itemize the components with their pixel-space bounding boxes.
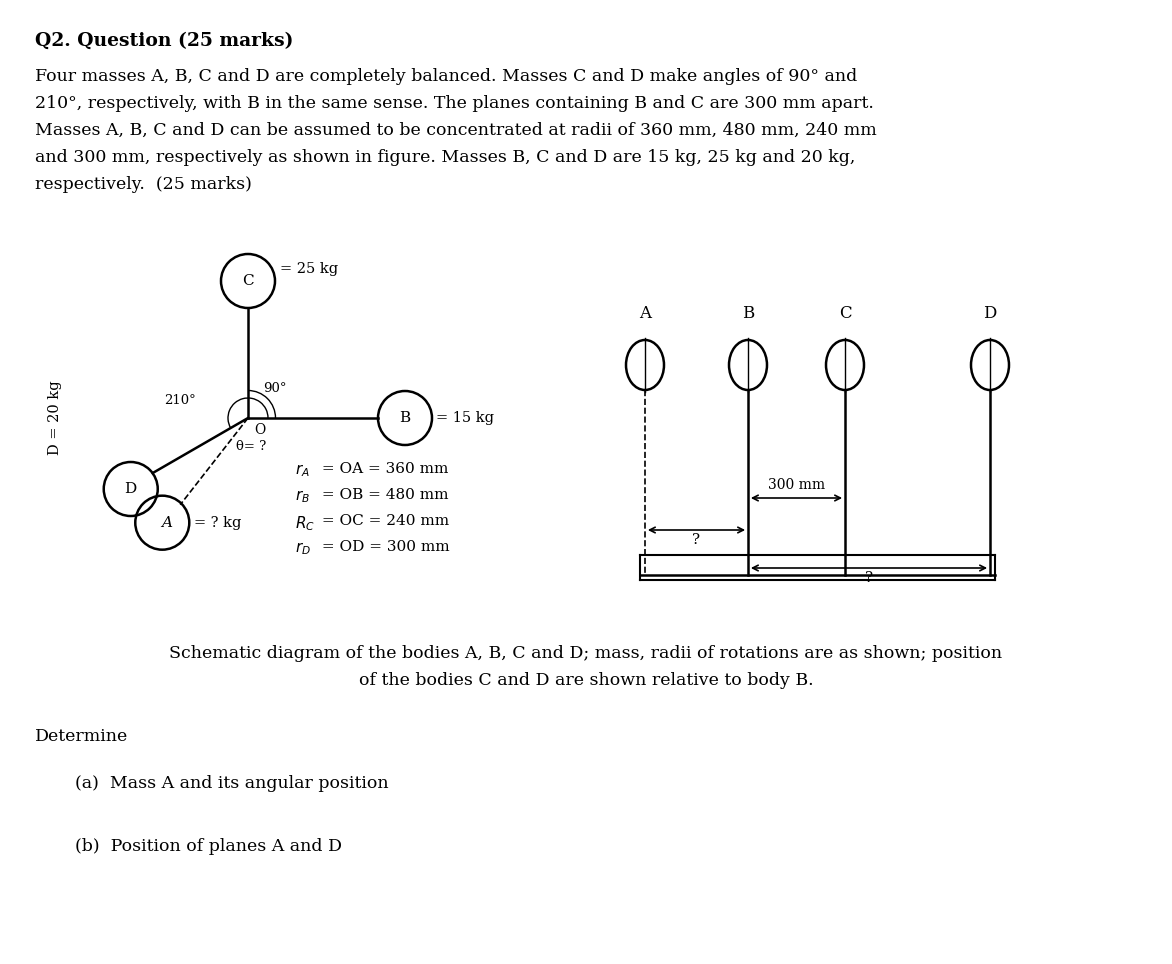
Text: O: O <box>254 423 265 437</box>
Text: 210°, respectively, with B in the same sense. The planes containing B and C are : 210°, respectively, with B in the same s… <box>35 95 874 112</box>
Text: = OA = 360 mm: = OA = 360 mm <box>316 462 449 476</box>
Text: (a)  Mass A and its angular position: (a) Mass A and its angular position <box>75 775 389 792</box>
Text: B: B <box>742 305 754 322</box>
Text: C: C <box>839 305 851 322</box>
Text: ?: ? <box>693 533 701 547</box>
Text: $r_D$: $r_D$ <box>295 540 311 556</box>
Text: of the bodies C and D are shown relative to body B.: of the bodies C and D are shown relative… <box>359 672 813 689</box>
Text: = 25 kg: = 25 kg <box>280 262 339 276</box>
Text: = 15 kg: = 15 kg <box>436 411 495 425</box>
Text: Determine: Determine <box>35 728 128 745</box>
Text: D = 20 kg: D = 20 kg <box>48 381 62 455</box>
Text: Four masses A, B, C and D are completely balanced. Masses C and D make angles of: Four masses A, B, C and D are completely… <box>35 68 857 85</box>
Text: = OD = 300 mm: = OD = 300 mm <box>316 540 450 554</box>
Text: D: D <box>124 482 137 496</box>
Text: 90°: 90° <box>263 382 286 394</box>
Text: = OB = 480 mm: = OB = 480 mm <box>316 488 449 502</box>
Text: C: C <box>243 274 254 288</box>
Text: $R_C$: $R_C$ <box>295 514 315 533</box>
Text: θ= ?: θ= ? <box>236 440 266 452</box>
Text: and 300 mm, respectively as shown in figure. Masses B, C and D are 15 kg, 25 kg : and 300 mm, respectively as shown in fig… <box>35 149 856 166</box>
Text: 300 mm: 300 mm <box>768 478 825 492</box>
Text: B: B <box>400 411 410 425</box>
Text: Masses A, B, C and D can be assumed to be concentrated at radii of 360 mm, 480 m: Masses A, B, C and D can be assumed to b… <box>35 122 877 139</box>
Text: ?: ? <box>865 571 873 585</box>
Text: Q2. Question (25 marks): Q2. Question (25 marks) <box>35 32 293 50</box>
Text: respectively.  (25 marks): respectively. (25 marks) <box>35 176 252 193</box>
Text: Schematic diagram of the bodies A, B, C and D; mass, radii of rotations are as s: Schematic diagram of the bodies A, B, C … <box>170 645 1002 662</box>
Text: $r_B$: $r_B$ <box>295 488 309 505</box>
Text: D: D <box>983 305 996 322</box>
Text: = ? kg: = ? kg <box>195 516 241 529</box>
Text: A: A <box>639 305 650 322</box>
Text: (b)  Position of planes A and D: (b) Position of planes A and D <box>75 838 342 855</box>
Text: $r_A$: $r_A$ <box>295 462 309 479</box>
Text: 210°: 210° <box>164 393 196 407</box>
Text: A: A <box>161 516 172 529</box>
Text: = OC = 240 mm: = OC = 240 mm <box>316 514 449 528</box>
